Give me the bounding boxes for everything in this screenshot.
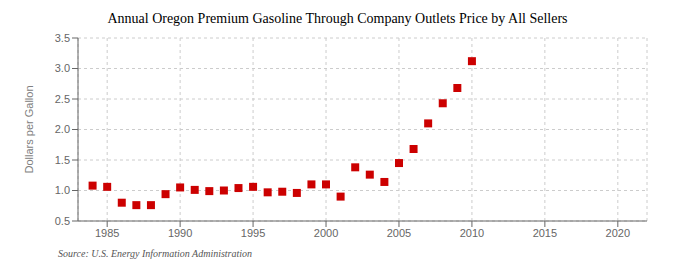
svg-text:2.0: 2.0 <box>55 123 70 135</box>
svg-text:2010: 2010 <box>460 227 484 239</box>
svg-text:1.5: 1.5 <box>55 154 70 166</box>
svg-text:1985: 1985 <box>95 227 119 239</box>
svg-text:2015: 2015 <box>533 227 557 239</box>
svg-text:2.5: 2.5 <box>55 93 70 105</box>
svg-text:1995: 1995 <box>241 227 265 239</box>
svg-text:3.0: 3.0 <box>55 62 70 74</box>
svg-text:1990: 1990 <box>168 227 192 239</box>
svg-text:1.0: 1.0 <box>55 184 70 196</box>
svg-text:3.5: 3.5 <box>55 32 70 44</box>
svg-text:2005: 2005 <box>387 227 411 239</box>
svg-text:2000: 2000 <box>314 227 338 239</box>
svg-text:2020: 2020 <box>606 227 630 239</box>
html-text:Source: U.S. Energy Informatio: Source: U.S. Energy Information Administ… <box>58 248 253 259</box>
svg-text:0.5: 0.5 <box>55 215 70 227</box>
html-text:Annual Oregon Premium Gasoline: Annual Oregon Premium Gasoline Through C… <box>107 11 568 26</box>
svg-text:Dollars per Gallon: Dollars per Gallon <box>23 85 35 173</box>
